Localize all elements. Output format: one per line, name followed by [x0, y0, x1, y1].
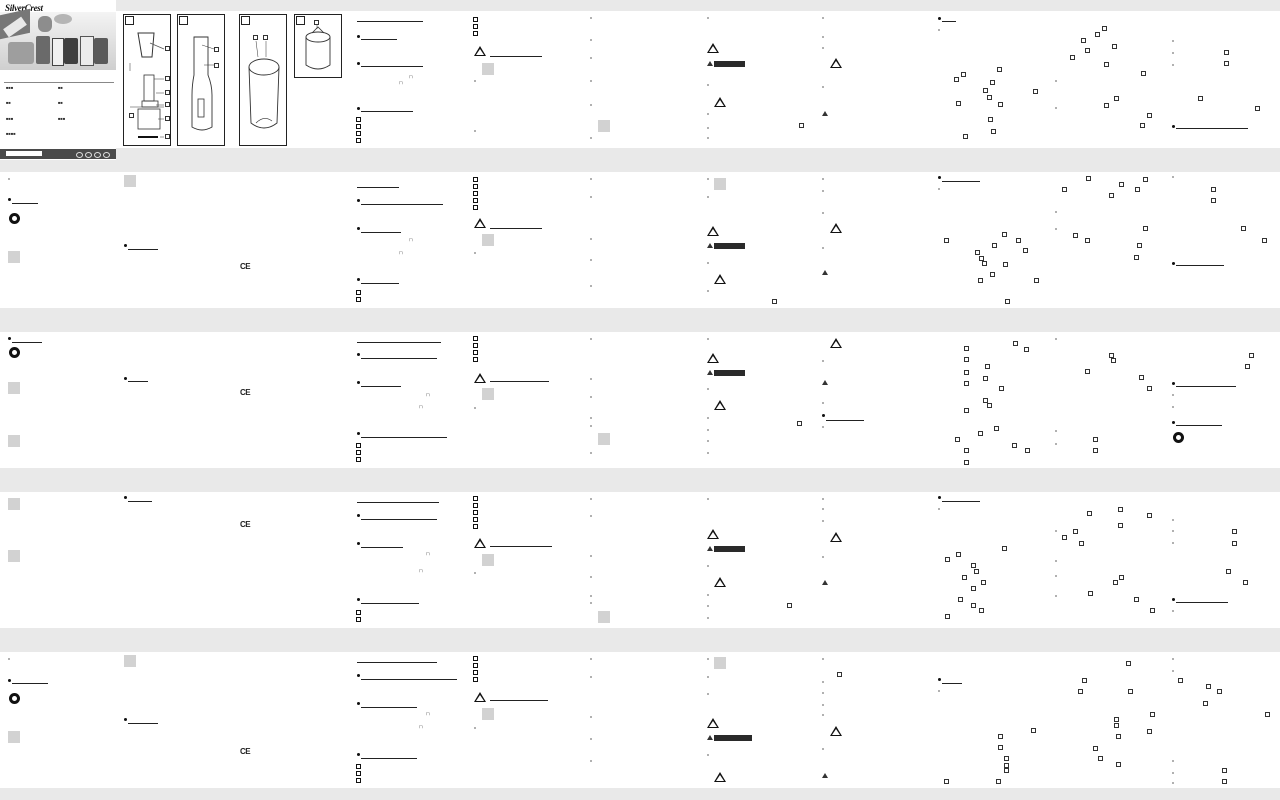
- warning-icon: [707, 353, 719, 363]
- hourglass-icon: [8, 498, 20, 510]
- warning-banner: [714, 61, 745, 67]
- warning-icon: [707, 718, 719, 728]
- figure-panel: [177, 14, 225, 146]
- product-photo: [0, 8, 116, 70]
- child-safety-icon: [482, 234, 494, 246]
- warning-icon: [830, 58, 842, 68]
- hourglass-icon: [8, 731, 20, 743]
- warning-icon: [474, 46, 486, 56]
- dishwasher-icon: [598, 433, 610, 445]
- warning-icon: [830, 726, 842, 736]
- recycle-bin-icon: [124, 175, 136, 187]
- warning-icon: [830, 223, 842, 233]
- warning-icon: [707, 226, 719, 236]
- hourglass-icon: [8, 251, 20, 263]
- page-gutter: [0, 308, 1280, 332]
- ce-mark: CE: [240, 520, 251, 529]
- figure-panel: [123, 14, 171, 146]
- recycle-bin-icon: [8, 550, 20, 562]
- figure-panel: [239, 14, 287, 146]
- info-icon: [9, 213, 20, 224]
- warning-icon: [707, 529, 719, 539]
- ce-mark: CE: [240, 388, 251, 397]
- recycle-bin-icon: [8, 435, 20, 447]
- warning-icon: [714, 772, 726, 782]
- recycle-bin-icon: [124, 655, 136, 667]
- warning-banner: [714, 243, 745, 249]
- page-gutter: [0, 468, 1280, 492]
- child-safety-icon: [482, 388, 494, 400]
- info-icon: [9, 693, 20, 704]
- warning-icon: [474, 373, 486, 383]
- ce-mark: CE: [240, 747, 251, 756]
- info-icon: [1173, 432, 1184, 443]
- warning-icon: [714, 274, 726, 284]
- warning-icon: [714, 400, 726, 410]
- warning-icon: [714, 97, 726, 107]
- info-icon: [9, 347, 20, 358]
- warning-icon: [707, 43, 719, 53]
- warning-icon: [830, 338, 842, 348]
- warning-icon: [474, 692, 486, 702]
- child-safety-icon: [482, 708, 494, 720]
- child-safety-icon: [482, 554, 494, 566]
- ce-mark: CE: [240, 262, 251, 271]
- warning-icon: [474, 538, 486, 548]
- warning-banner: [714, 370, 745, 376]
- page-gutter: [0, 628, 1280, 652]
- figure-panel: [294, 14, 342, 78]
- dishwasher-icon: [598, 120, 610, 132]
- brand-logo: SilverCrest: [5, 3, 43, 13]
- warning-icon: [714, 577, 726, 587]
- warning-banner: [714, 546, 745, 552]
- dishwasher-icon: [714, 178, 726, 190]
- child-safety-icon: [482, 63, 494, 75]
- page-gutter: [0, 0, 1280, 11]
- dishwasher-icon: [598, 611, 610, 623]
- page-gutter: [0, 788, 1280, 800]
- warning-icon: [830, 532, 842, 542]
- cover-panel: SilverCrest ■■■ ■■ ■■ ■■ ■■■ ■■■ ■■■■: [0, 0, 116, 160]
- hourglass-icon: [8, 382, 20, 394]
- warning-icon: [474, 218, 486, 228]
- page-gutter: [0, 148, 1280, 172]
- dishwasher-icon: [714, 657, 726, 669]
- warning-banner: [714, 735, 752, 741]
- footer-bar: [0, 149, 116, 159]
